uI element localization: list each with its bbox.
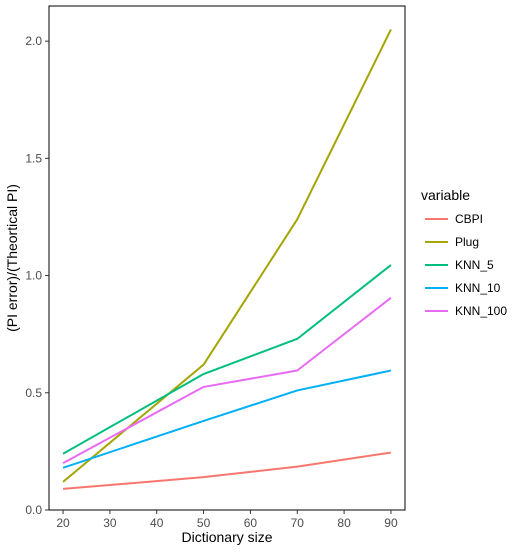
series-line-knn-5 [62,264,392,455]
x-tick-label: 80 [337,516,351,530]
y-tick-label: 2.0 [25,34,42,48]
series-lines [62,28,392,490]
panel-border [48,5,406,511]
plot-panel [48,5,406,511]
legend-label: KNN_100 [455,304,507,318]
x-tick-label: 60 [244,516,258,530]
y-tick-label: 0.0 [25,503,42,517]
legend-label: KNN_10 [455,281,501,295]
series-line-knn-10 [62,369,392,469]
axes: 20 30 40 50 60 70 80 90 0.0 0.5 1.0 1.5 2.0 [25,34,398,530]
y-tick-label: 1.5 [25,151,42,165]
x-tick-label: 70 [291,516,305,530]
x-tick-label: 50 [197,516,211,530]
y-axis-label: (PI error)/(Theortical PI) [4,184,20,332]
x-tick-label: 90 [384,516,398,530]
x-tick-label: 40 [150,516,164,530]
series-line-plug [62,28,392,483]
legend-title: variable [421,187,470,203]
x-tick-label: 20 [56,516,70,530]
series-line-knn-100 [62,297,392,464]
x-tick-label: 30 [103,516,117,530]
x-axis-label: Dictionary size [181,529,272,545]
legend-label: Plug [455,235,479,249]
legend: variable CBPI Plug KNN_5 KNN_10 KNN_100 [421,187,507,318]
series-line-cbpi [62,451,392,490]
legend-label: CBPI [455,212,483,226]
y-tick-label: 0.5 [25,386,42,400]
y-tick-label: 1.0 [25,269,42,283]
legend-label: KNN_5 [455,258,494,272]
